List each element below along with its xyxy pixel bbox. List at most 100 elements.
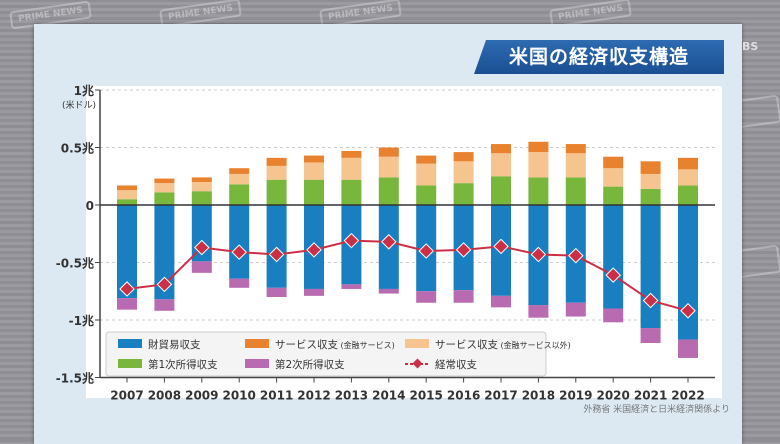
bar-services_other <box>491 153 511 177</box>
x-tick-label: 2020 <box>596 389 629 403</box>
x-tick-label: 2012 <box>297 389 330 403</box>
current-account-point <box>493 238 509 255</box>
bar-services_other <box>416 163 437 186</box>
legend-swatch-services_financial <box>245 339 269 348</box>
y-tick-label: -0.5兆 <box>56 256 94 271</box>
bar-primary_income <box>416 185 437 205</box>
legend-note: (金融サービス以外) <box>498 340 571 350</box>
x-tick-label: 2019 <box>559 389 592 403</box>
bar-services_financial <box>603 156 624 169</box>
current-account-point <box>268 246 285 263</box>
current-account-point <box>231 244 247 260</box>
bar-secondary_income <box>416 291 437 303</box>
bar-goods <box>229 205 250 279</box>
bar-secondary_income <box>378 288 399 294</box>
current-account-point <box>156 276 173 293</box>
bar-secondary_income <box>229 278 250 288</box>
x-tick-label: 2021 <box>634 389 667 403</box>
bar-secondary_income <box>528 305 549 318</box>
bar-secondary_income <box>453 290 474 303</box>
bar-services_other <box>229 173 250 185</box>
bar-goods <box>266 205 287 288</box>
x-tick-label: 2010 <box>222 389 255 403</box>
legend-label-services_other: サービス収支 (金融サービス以外) <box>435 339 571 351</box>
bar-services_financial <box>266 157 287 166</box>
bar-services_financial <box>154 178 175 184</box>
current-account-point <box>455 242 472 258</box>
x-tick-label: 2022 <box>671 389 704 403</box>
bar-goods <box>154 205 175 300</box>
current-account-point <box>343 232 360 249</box>
bar-goods <box>117 205 137 299</box>
chart-title: 米国の経済収支構造 <box>474 40 724 74</box>
bar-services_other <box>453 161 474 184</box>
bar-services_financial <box>491 144 511 154</box>
bar-services_other <box>528 152 549 178</box>
bar-services_financial <box>453 152 474 162</box>
legend-label-secondary_income: 第2次所得収支 <box>275 358 345 371</box>
bar-goods <box>640 205 661 329</box>
legend-label-goods: 財貿易収支 <box>148 338 201 351</box>
bar-primary_income <box>341 179 362 205</box>
bar-services_financial <box>678 157 698 170</box>
bar-secondary_income <box>678 339 698 358</box>
y-tick-label: 0 <box>86 199 94 213</box>
bar-primary_income <box>117 199 137 205</box>
legend-swatch-primary_income <box>118 359 142 368</box>
bar-services_financial <box>191 177 212 182</box>
current-account-point <box>418 243 434 259</box>
y-tick-label: 0.5兆 <box>61 141 94 156</box>
bar-primary_income <box>678 185 698 205</box>
current-account-point <box>194 239 210 256</box>
bar-services_financial <box>640 161 661 174</box>
current-account-point <box>119 281 135 297</box>
x-tick-label: 2008 <box>148 389 181 403</box>
bar-services_other <box>640 173 661 189</box>
bar-secondary_income <box>603 308 624 323</box>
y-tick-label: -1兆 <box>69 313 94 328</box>
bar-primary_income <box>304 179 324 205</box>
bar-secondary_income <box>304 288 324 296</box>
legend-marker-current_account <box>412 358 423 369</box>
bar-primary_income <box>491 176 511 205</box>
current-account-point <box>642 292 659 309</box>
bar-services_other <box>266 165 287 180</box>
current-account-point <box>680 303 696 319</box>
x-tick-label: 2014 <box>372 389 405 403</box>
bar-services_financial <box>416 155 437 164</box>
bar-services_other <box>603 168 624 187</box>
x-tick-label: 2016 <box>447 389 480 403</box>
legend-label-services_financial: サービス収支 (金融サービス) <box>275 339 395 351</box>
bar-services_financial <box>229 168 250 174</box>
legend-swatch-services_other <box>405 339 429 348</box>
bar-services_financial <box>304 155 324 163</box>
bar-services_other <box>154 183 175 193</box>
bar-secondary_income <box>191 261 212 273</box>
x-tick-label: 2015 <box>409 389 442 403</box>
legend-label-current_account: 経常収支 <box>435 358 477 371</box>
y-axis-unit: (米ドル) <box>62 99 96 111</box>
bar-goods <box>603 205 624 309</box>
bar-services_financial <box>378 147 399 157</box>
bar-primary_income <box>229 184 250 205</box>
y-tick-label: -1.5兆 <box>56 371 94 386</box>
bar-goods <box>678 205 698 340</box>
bar-services_other <box>565 153 586 178</box>
bar-secondary_income <box>491 295 511 308</box>
bar-primary_income <box>528 177 549 205</box>
bar-services_financial <box>117 185 137 191</box>
bar-secondary_income <box>117 298 137 310</box>
bar-services_financial <box>565 144 586 154</box>
bar-services_other <box>191 182 212 192</box>
bar-services_other <box>678 169 698 186</box>
x-tick-label: 2011 <box>260 389 293 403</box>
current-account-point <box>530 246 547 263</box>
bar-primary_income <box>378 177 399 205</box>
bar-primary_income <box>154 192 175 205</box>
bar-secondary_income <box>640 328 661 343</box>
x-tick-label: 2013 <box>335 389 368 403</box>
legend-note: (金融サービス) <box>338 340 395 350</box>
current-account-point <box>306 242 322 258</box>
legend-label-primary_income: 第1次所得収支 <box>148 358 218 371</box>
